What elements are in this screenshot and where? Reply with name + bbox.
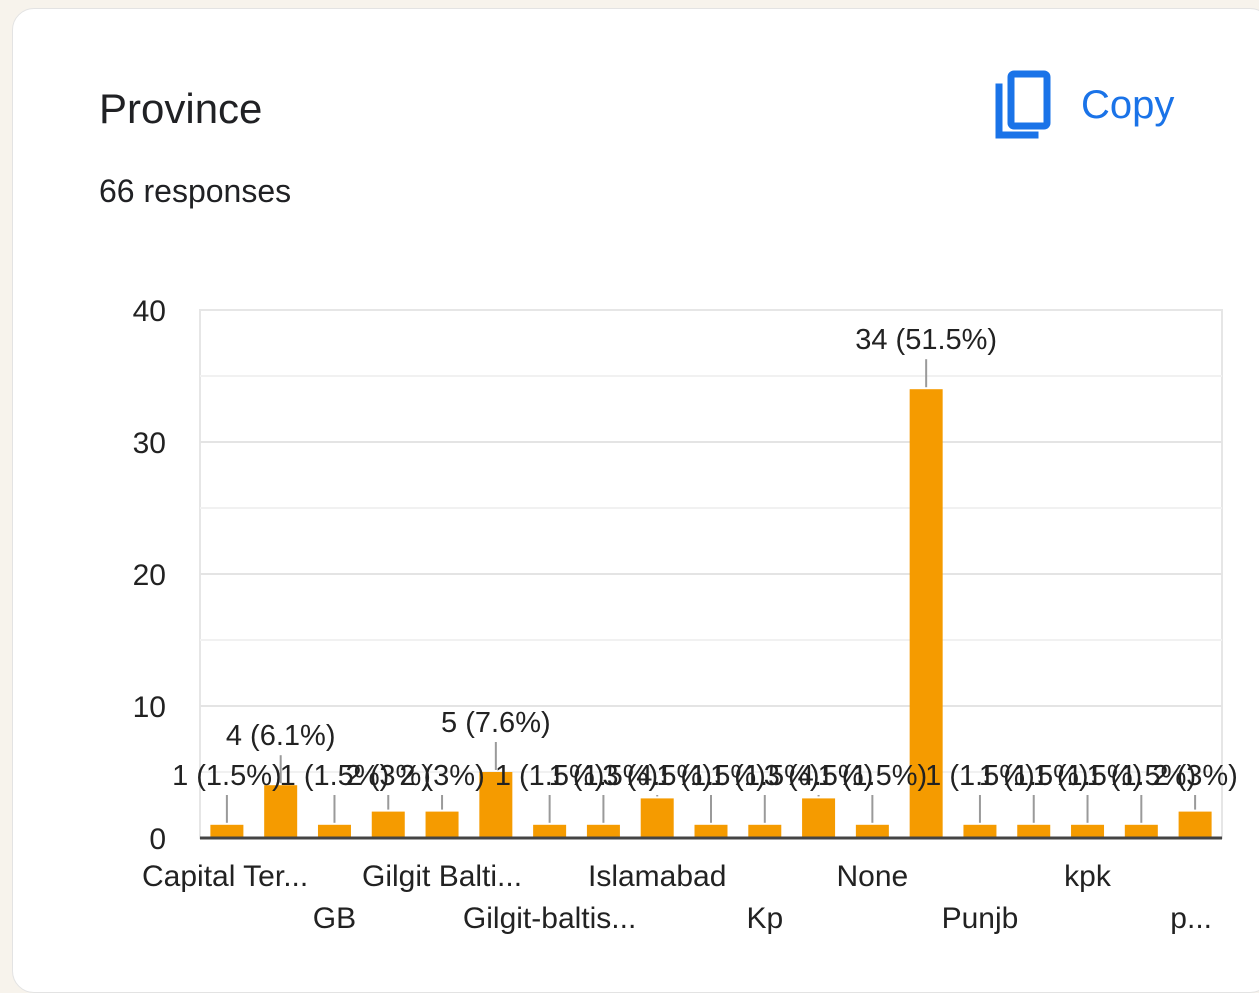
data-label: 1 (1.5%) bbox=[1033, 760, 1143, 792]
x-category-label: Gilgit Balti... bbox=[362, 860, 522, 893]
data-label: 1 (1.5%) bbox=[495, 760, 605, 792]
bar bbox=[1124, 824, 1158, 838]
x-category-label: p... bbox=[1170, 902, 1212, 935]
x-category-label: Gilgit-baltis... bbox=[463, 902, 636, 935]
bar bbox=[425, 811, 459, 838]
copy-icon bbox=[995, 70, 1051, 139]
bar bbox=[802, 798, 836, 838]
bar bbox=[1178, 811, 1212, 838]
data-label: 1 (1.5%) bbox=[549, 760, 659, 792]
data-label: 5 (7.6%) bbox=[441, 707, 551, 739]
x-category-label: Capital Ter... bbox=[142, 860, 308, 893]
bar bbox=[855, 824, 889, 838]
data-label: 2 (3%) bbox=[399, 760, 484, 792]
question-title: Province bbox=[99, 85, 263, 132]
x-category-label: GB bbox=[313, 902, 356, 935]
data-label: 3 (4.5%) bbox=[602, 760, 712, 792]
x-category-label: Punjb bbox=[942, 902, 1019, 935]
bar bbox=[694, 824, 728, 838]
x-category-label: kpk bbox=[1064, 860, 1112, 893]
y-tick-label: 10 bbox=[133, 691, 166, 724]
bar bbox=[640, 798, 674, 838]
copy-button[interactable]: Copy bbox=[991, 69, 1211, 141]
response-count: 66 responses bbox=[99, 173, 292, 209]
copy-label: Copy bbox=[1081, 82, 1175, 127]
x-category-label: Islamabad bbox=[588, 860, 726, 893]
data-label: 1 (1.5%) bbox=[656, 760, 766, 792]
bar bbox=[317, 824, 351, 838]
x-category-label: Kp bbox=[746, 902, 783, 935]
bar bbox=[479, 772, 513, 838]
bar bbox=[371, 811, 405, 838]
data-label: 1 (1.5%) bbox=[818, 760, 928, 792]
data-label: 1 (1.5%) bbox=[1087, 760, 1197, 792]
y-tick-label: 20 bbox=[133, 559, 166, 592]
bar bbox=[533, 824, 567, 838]
bar bbox=[963, 824, 997, 838]
y-tick-label: 40 bbox=[133, 295, 166, 328]
bar bbox=[264, 785, 298, 838]
data-label: 1 (1.5%) bbox=[280, 760, 390, 792]
bar bbox=[210, 824, 244, 838]
data-label: 1 (1.5%) bbox=[925, 760, 1035, 792]
data-label: 34 (51.5%) bbox=[855, 324, 997, 356]
x-category-label: None bbox=[837, 860, 909, 893]
data-label: 1 (1.5%) bbox=[172, 760, 282, 792]
bar bbox=[586, 824, 620, 838]
data-label: 2 (3%) bbox=[346, 760, 431, 792]
data-label: 4 (6.1%) bbox=[226, 720, 336, 752]
data-label: 2 (3%) bbox=[1152, 760, 1237, 792]
y-tick-label: 0 bbox=[149, 823, 166, 856]
bar bbox=[748, 824, 782, 838]
bar bbox=[909, 389, 943, 838]
bar bbox=[1017, 824, 1051, 838]
data-label: 1 (1.5%) bbox=[710, 760, 820, 792]
data-label: 1 (1.5%) bbox=[979, 760, 1089, 792]
data-label: 3 (4.5%) bbox=[764, 760, 874, 792]
y-tick-label: 30 bbox=[133, 427, 166, 460]
bar bbox=[1071, 824, 1105, 838]
